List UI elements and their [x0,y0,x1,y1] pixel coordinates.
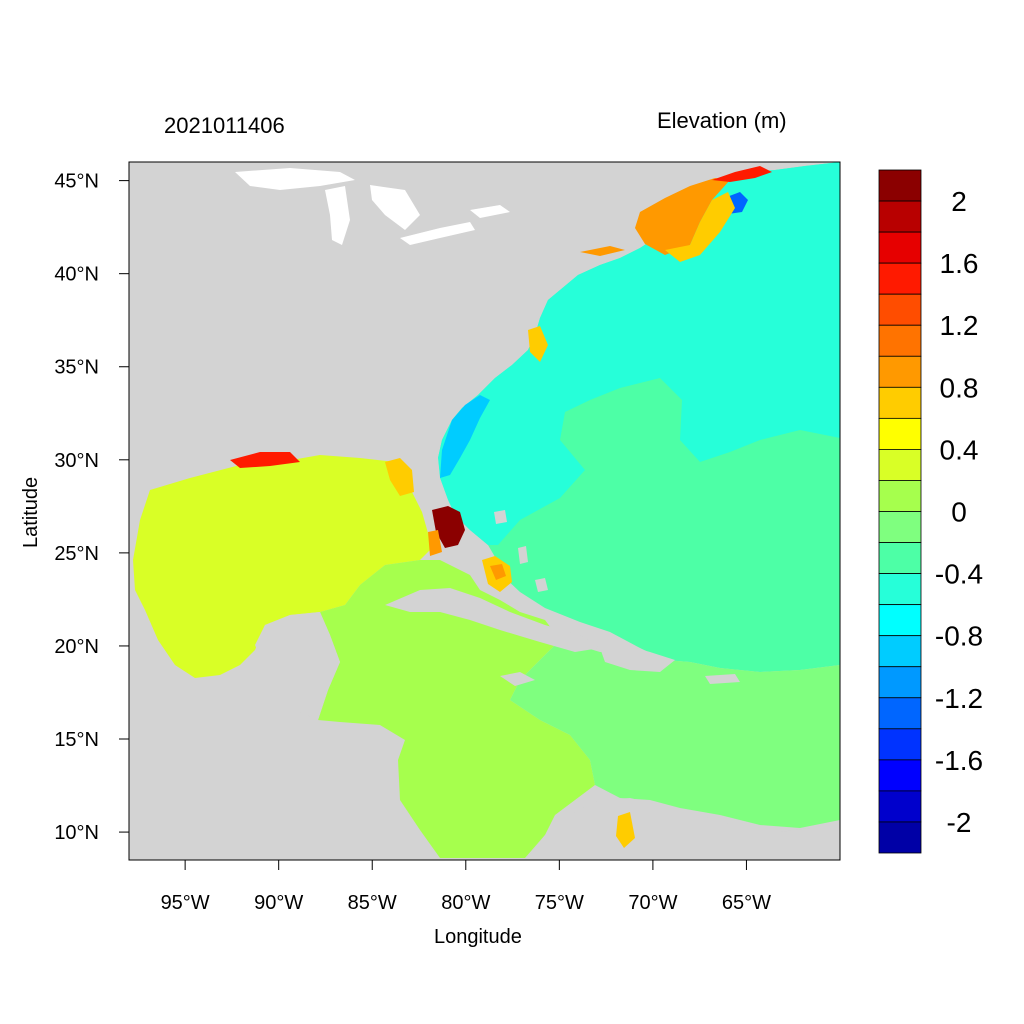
gulf-of-mexico-region [133,455,435,678]
y-tick-label: 25°N [54,543,99,565]
atlantic-shelf-region [440,395,490,478]
southwest-florida-surge [432,506,465,548]
map-plot-area [129,162,840,860]
x-tick-label: 85°W [348,892,397,914]
y-tick-label: 20°N [54,636,99,658]
x-tick-label: 70°W [628,892,677,914]
gulf-of-maine-surge-yellow [665,192,735,262]
puerto-rico-island [705,674,740,684]
bahamas-island-1 [494,510,507,524]
colorbar-swatch [878,511,922,543]
colorbar-swatch [878,169,922,202]
jamaica-island [500,672,535,686]
gulf-of-maine-surge [635,178,730,255]
bahamas-island-2 [518,546,528,564]
x-tick-label: 90°W [254,892,303,914]
colorbar-label: 0.8 [940,372,979,403]
maine-coast-surge [712,166,772,182]
colorbar-swatch [878,417,922,450]
y-tick-label: 10°N [54,822,99,844]
colorbar-swatch [878,480,922,512]
colorbar-label: -1.6 [935,745,983,776]
hispaniola-island [600,645,675,672]
colorbar-swatch [878,355,922,388]
x-tick-label: 95°W [161,892,210,914]
x-axis-title: Longitude [434,926,522,948]
western-atlantic-region [438,162,840,545]
y-axis-title: Latitude [20,476,42,548]
x-tick-label: 65°W [722,892,771,914]
florida-keys-surge [428,530,442,556]
y-tick-label: 40°N [54,264,99,286]
south-america-coast [525,798,840,860]
y-axis-ticks: 45°N 40°N 35°N 30°N 25°N 20°N 15°N 10°N [54,171,129,844]
colorbar-swatch [878,200,922,233]
long-island-surge [580,246,625,256]
colorbar-swatch [878,666,922,699]
colorbar-label: 1.2 [940,310,979,341]
colorbar-swatch [878,573,922,606]
outer-banks-surge [528,326,548,362]
map-frame [128,161,841,861]
eastern-caribbean-region [510,640,840,828]
y-tick-label: 35°N [54,357,99,379]
lake-erie [400,222,475,245]
forecast-datetime: 2021011406 [164,113,285,138]
x-axis-ticks: 95°W 90°W 85°W 80°W 75°W 70°W 65°W [161,860,771,914]
y-tick-label: 45°N [54,171,99,193]
colorbar-swatch [878,728,922,761]
y-tick-label: 30°N [54,450,99,472]
x-tick-label: 80°W [441,892,490,914]
colorbar-swatch [878,635,922,668]
colorbar-swatch [878,231,922,264]
colorbar-swatch [878,790,922,823]
colorbar-swatch [878,542,922,574]
big-bend-surge [385,458,414,496]
colorbar-swatch [878,449,922,481]
colorbar-label: -0.4 [935,559,983,590]
colorbar-swatch [878,697,922,730]
x-tick-label: 75°W [535,892,584,914]
colorbar-label: 0.4 [940,434,979,465]
colorbar-label: -1.2 [935,683,983,714]
colorbar-swatch [878,262,922,295]
colorbar-label: 1.6 [940,248,979,279]
colorbar: 2 1.6 1.2 0.8 0.4 0 -0.4 -0.8 -1.2 -1.6 -2 [878,169,983,854]
colorbar-swatch [878,604,922,637]
colorbar-label: -2 [947,807,972,838]
cuba-north-surge-core [490,564,506,580]
colorbar-swatch [878,821,922,854]
gulf-coast-surge [230,452,300,468]
colorbar-swatch [878,759,922,792]
variable-label: Elevation (m) [657,108,787,133]
colorbar-label: 0 [951,497,967,528]
lake-superior [235,168,355,190]
colorbar-swatch [878,293,922,326]
bahamas-island-3 [535,578,548,592]
lake-huron [370,185,420,230]
yucatan-peninsula [255,612,340,720]
colorbar-swatch [878,324,922,357]
colorbar-swatch [878,386,922,419]
lake-michigan [325,186,350,245]
cuba-island [385,588,600,652]
colorbar-label: 2 [951,186,967,217]
y-tick-label: 15°N [54,729,99,751]
colorbar-label: -0.8 [935,621,983,652]
venezuela-gulf-surge [616,812,635,848]
lake-ontario [470,205,510,218]
